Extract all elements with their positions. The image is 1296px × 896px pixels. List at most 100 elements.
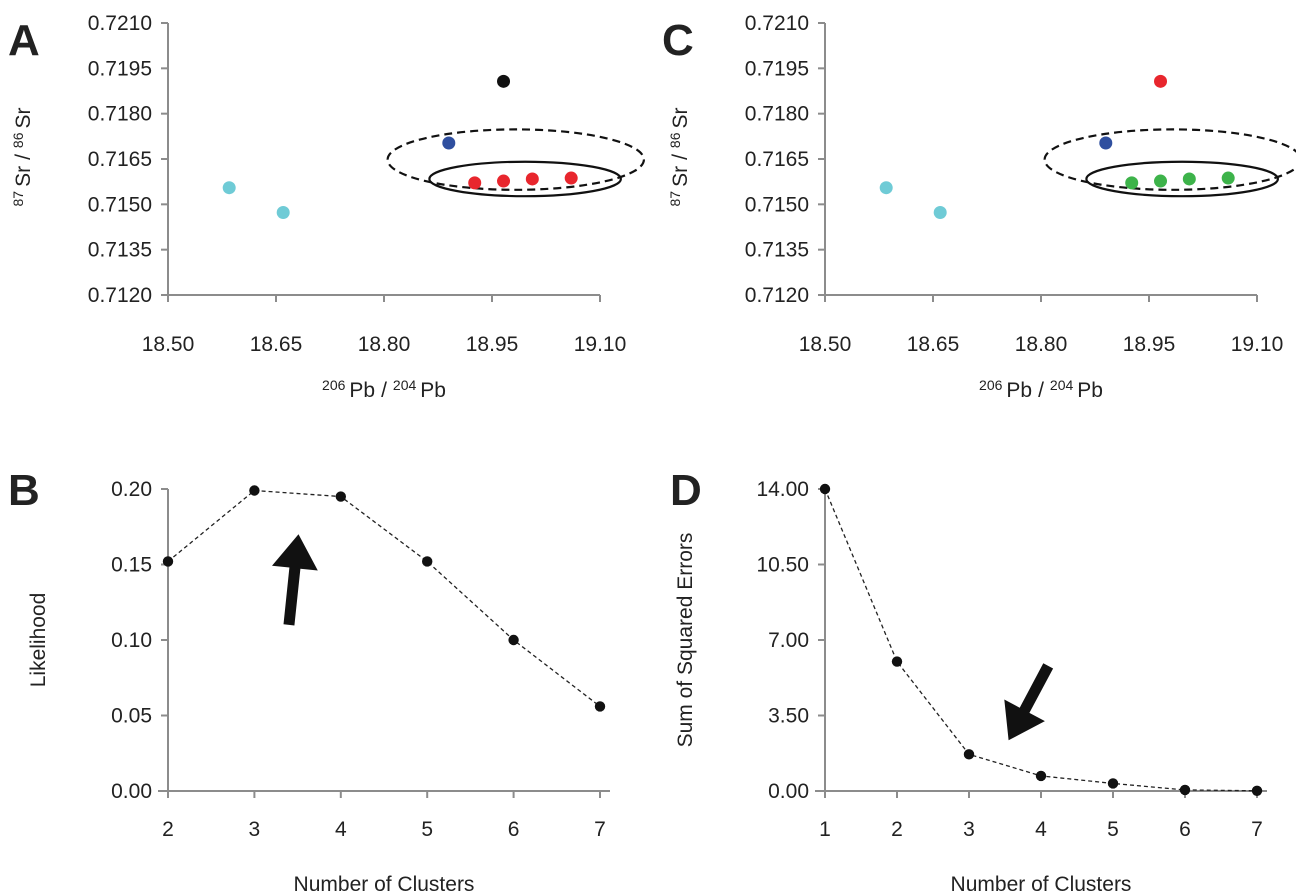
y-tick-label: 0.00 xyxy=(111,780,152,803)
data-point xyxy=(594,701,606,712)
cluster-ellipse-solid xyxy=(1085,160,1279,198)
y-tick-label: 0.7210 xyxy=(745,12,809,35)
panel-c: C 0.7120 0.7135 0.7150 0.7165 0.7180 0.7195 0.7… xyxy=(662,12,1296,402)
y-axis-label-sup1: 87 xyxy=(10,191,26,207)
x-tick-label: 18.95 xyxy=(1123,333,1176,356)
panel-d: D 0.00 3.50 7.00 10.50 14.00 1 2 3 4 5 6 7 Number of … xyxy=(670,466,1267,896)
x-axis-label: Number of Clusters xyxy=(951,873,1132,896)
data-point xyxy=(468,176,482,190)
x-tick-label: 18.95 xyxy=(466,333,519,356)
x-tick-label: 5 xyxy=(421,818,433,841)
data-point xyxy=(963,749,975,760)
panel-letter: A xyxy=(8,16,40,65)
y-tick-label: 0.7150 xyxy=(88,193,152,216)
x-axis-label-base1: Pb xyxy=(1006,379,1032,402)
x-tick-label: 18.50 xyxy=(799,333,852,356)
data-point xyxy=(497,74,511,88)
y-tick-label: 0.7150 xyxy=(745,193,809,216)
x-tick-label: 18.65 xyxy=(907,333,960,356)
cluster-ellipse-dashed xyxy=(1043,128,1296,191)
x-tick-label: 7 xyxy=(594,818,606,841)
y-tick-label: 0.7120 xyxy=(745,284,809,307)
y-tick-label: 0.00 xyxy=(768,780,809,803)
series-line xyxy=(167,489,601,707)
x-tick-label: 5 xyxy=(1107,818,1119,841)
data-point xyxy=(564,171,578,185)
y-tick-label: 0.20 xyxy=(111,478,152,501)
x-axis-label-sup1: 206 xyxy=(979,377,1003,393)
y-axis-label-sup1: 87 xyxy=(667,191,683,207)
data-point xyxy=(1107,778,1119,789)
data-point xyxy=(1251,785,1263,796)
x-tick-label: 18.65 xyxy=(250,333,303,356)
data-point xyxy=(1099,136,1113,150)
data-point xyxy=(1221,171,1235,185)
panel-a: A 0.7120 0.7135 0.7150 0.7165 0.7180 0.7195 0.7… xyxy=(8,12,646,402)
y-tick-label: 0.7195 xyxy=(88,57,152,80)
data-point xyxy=(891,656,903,667)
y-tick-label: 0.15 xyxy=(111,554,152,577)
y-tick-label: 0.7195 xyxy=(745,57,809,80)
y-axis-label: 87 Sr / 86 Sr xyxy=(667,107,692,206)
y-axis-label-base1: Sr xyxy=(12,166,35,187)
x-axis-label: 206 Pb/204 Pb xyxy=(979,377,1103,402)
x-tick-label: 2 xyxy=(891,818,903,841)
data-point xyxy=(222,181,236,195)
x-tick-label: 3 xyxy=(963,818,975,841)
data-point xyxy=(162,556,174,567)
y-tick-label: 0.7180 xyxy=(745,103,809,126)
data-point xyxy=(335,491,346,502)
cluster-ellipse-solid xyxy=(428,160,622,198)
data-point xyxy=(276,205,290,219)
y-tick-label: 0.7135 xyxy=(88,239,152,262)
data-point xyxy=(933,205,947,219)
x-axis-label-slash: / xyxy=(381,379,387,402)
y-axis-label: Sum of Squared Errors xyxy=(674,533,697,748)
panel-letter: C xyxy=(662,16,694,65)
x-tick-label: 2 xyxy=(162,818,174,841)
x-axis-label-base2: Pb xyxy=(1077,379,1103,402)
x-axis-label: Number of Clusters xyxy=(294,873,475,896)
x-axis-label-base1: Pb xyxy=(349,379,375,402)
x-tick-label: 18.50 xyxy=(142,333,195,356)
x-tick-label: 19.10 xyxy=(574,333,627,356)
panel-letter: D xyxy=(670,466,702,515)
y-axis-label-base2: Sr xyxy=(669,107,692,128)
y-tick-label: 0.7120 xyxy=(88,284,152,307)
x-tick-label: 18.80 xyxy=(1015,333,1068,356)
data-point xyxy=(1154,74,1168,88)
y-tick-label: 0.7165 xyxy=(88,148,152,171)
y-tick-label: 0.7210 xyxy=(88,12,152,35)
x-axis-label-base2: Pb xyxy=(420,379,446,402)
y-tick-label: 7.00 xyxy=(768,629,809,652)
y-tick-label: 0.7135 xyxy=(745,239,809,262)
data-point xyxy=(525,172,539,186)
x-tick-label: 6 xyxy=(508,818,520,841)
y-axis-label-sup2: 86 xyxy=(667,132,683,148)
y-tick-label: 3.50 xyxy=(768,705,809,728)
data-point xyxy=(422,556,433,567)
y-axis-label: 87 Sr / 86 Sr xyxy=(10,107,35,206)
x-axis-label-sup1: 206 xyxy=(322,377,346,393)
x-axis-label: 206 Pb/204 Pb xyxy=(322,377,446,402)
series-line xyxy=(824,488,1258,792)
x-tick-label: 7 xyxy=(1251,818,1263,841)
data-point xyxy=(1035,770,1047,782)
x-tick-label: 1 xyxy=(819,818,831,841)
data-point xyxy=(819,483,831,495)
panel-b: B 0.00 0.05 0.10 0.15 0.20 2 3 4 5 6 7 Number of Clu… xyxy=(8,466,610,896)
data-point xyxy=(879,181,893,195)
y-axis-label-slash: / xyxy=(12,154,35,160)
arrow-annotation xyxy=(1004,663,1054,741)
data-point xyxy=(1179,784,1191,796)
x-tick-label: 6 xyxy=(1179,818,1191,841)
data-point xyxy=(497,174,511,188)
x-axis-label-sup2: 204 xyxy=(393,377,417,393)
x-axis-label-sup2: 204 xyxy=(1050,377,1074,393)
y-tick-label: 14.00 xyxy=(756,478,809,501)
x-axis-label-slash: / xyxy=(1038,379,1044,402)
y-axis-label: Likelihood xyxy=(27,593,50,688)
x-tick-label: 19.10 xyxy=(1231,333,1284,356)
data-point xyxy=(508,634,519,646)
